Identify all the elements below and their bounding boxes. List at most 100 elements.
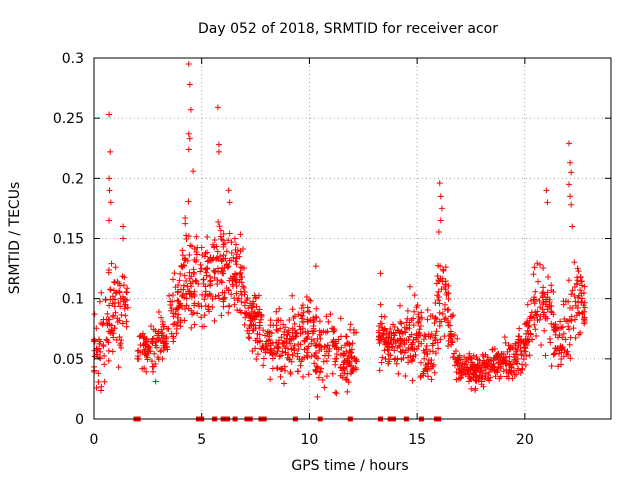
data-point bbox=[111, 279, 118, 286]
data-point bbox=[424, 307, 431, 314]
data-point bbox=[97, 320, 104, 327]
data-point bbox=[313, 342, 320, 349]
data-point bbox=[531, 321, 538, 328]
data-point bbox=[226, 303, 233, 310]
data-point bbox=[296, 356, 303, 363]
data-point bbox=[134, 353, 141, 360]
data-point bbox=[220, 237, 227, 244]
data-point bbox=[205, 257, 212, 264]
data-point bbox=[558, 324, 565, 331]
peak-point bbox=[544, 199, 551, 206]
data-point bbox=[343, 376, 350, 383]
data-point bbox=[233, 290, 240, 297]
data-point bbox=[454, 335, 461, 342]
data-point bbox=[293, 330, 300, 337]
data-point bbox=[285, 345, 292, 352]
data-point bbox=[211, 237, 218, 244]
data-point bbox=[304, 318, 311, 325]
data-point bbox=[494, 369, 501, 376]
data-point bbox=[432, 314, 439, 321]
data-point bbox=[219, 279, 226, 286]
data-point bbox=[118, 344, 125, 351]
data-point bbox=[314, 335, 321, 342]
data-point bbox=[281, 363, 288, 370]
data-point bbox=[298, 315, 305, 322]
data-point bbox=[171, 320, 178, 327]
data-point bbox=[496, 375, 503, 382]
data-point bbox=[332, 361, 339, 368]
data-point bbox=[445, 295, 452, 302]
data-point bbox=[516, 325, 523, 332]
data-point bbox=[105, 316, 112, 323]
data-point bbox=[211, 317, 218, 324]
data-point bbox=[298, 312, 305, 319]
data-point bbox=[532, 288, 539, 295]
data-point bbox=[417, 332, 424, 339]
data-point bbox=[571, 293, 578, 300]
data-point bbox=[348, 353, 355, 360]
data-point bbox=[340, 352, 347, 359]
data-point bbox=[152, 360, 159, 367]
data-point bbox=[241, 310, 248, 317]
data-point bbox=[378, 334, 385, 341]
data-point bbox=[395, 327, 402, 334]
data-point bbox=[273, 339, 280, 346]
data-point bbox=[396, 302, 403, 309]
data-point bbox=[406, 283, 413, 290]
data-point bbox=[245, 305, 252, 312]
data-point bbox=[256, 306, 263, 313]
data-point bbox=[323, 358, 330, 365]
data-point bbox=[430, 361, 437, 368]
data-point bbox=[304, 328, 311, 335]
data-point bbox=[438, 318, 445, 325]
data-point bbox=[260, 327, 267, 334]
data-point bbox=[343, 348, 350, 355]
data-point bbox=[574, 274, 581, 281]
data-point bbox=[174, 289, 181, 296]
data-point bbox=[179, 247, 186, 254]
data-point bbox=[291, 313, 298, 320]
data-point bbox=[193, 233, 200, 240]
data-point bbox=[433, 316, 440, 323]
data-point bbox=[321, 352, 328, 359]
data-point bbox=[300, 373, 307, 380]
data-point bbox=[428, 376, 435, 383]
data-point bbox=[324, 342, 331, 349]
data-point bbox=[530, 315, 537, 322]
data-point bbox=[147, 338, 154, 345]
data-point bbox=[548, 363, 555, 370]
data-point bbox=[269, 355, 276, 362]
data-point bbox=[407, 352, 414, 359]
data-point bbox=[218, 258, 225, 265]
data-point bbox=[569, 305, 576, 311]
data-point bbox=[456, 366, 463, 373]
data-point bbox=[571, 259, 578, 266]
data-point bbox=[114, 318, 121, 325]
data-point bbox=[178, 262, 185, 269]
data-point bbox=[570, 325, 577, 332]
data-point bbox=[555, 363, 562, 370]
data-point bbox=[273, 308, 280, 315]
data-point bbox=[548, 309, 555, 316]
data-point bbox=[241, 291, 248, 298]
data-point bbox=[288, 336, 295, 343]
data-point bbox=[218, 278, 225, 285]
data-point bbox=[115, 299, 122, 306]
data-point bbox=[113, 336, 120, 343]
data-point bbox=[303, 294, 310, 301]
data-point bbox=[443, 291, 450, 298]
data-point bbox=[310, 317, 317, 324]
data-point bbox=[524, 319, 531, 326]
data-point bbox=[486, 369, 493, 376]
data-point bbox=[533, 311, 540, 318]
peak-point bbox=[186, 81, 193, 88]
data-point bbox=[272, 351, 279, 358]
data-point bbox=[159, 318, 166, 325]
data-point bbox=[420, 372, 427, 379]
peak-point bbox=[106, 111, 113, 118]
data-point bbox=[193, 278, 200, 285]
data-point bbox=[502, 339, 509, 346]
data-point bbox=[531, 300, 538, 307]
data-point bbox=[198, 314, 205, 321]
data-point bbox=[470, 369, 477, 376]
